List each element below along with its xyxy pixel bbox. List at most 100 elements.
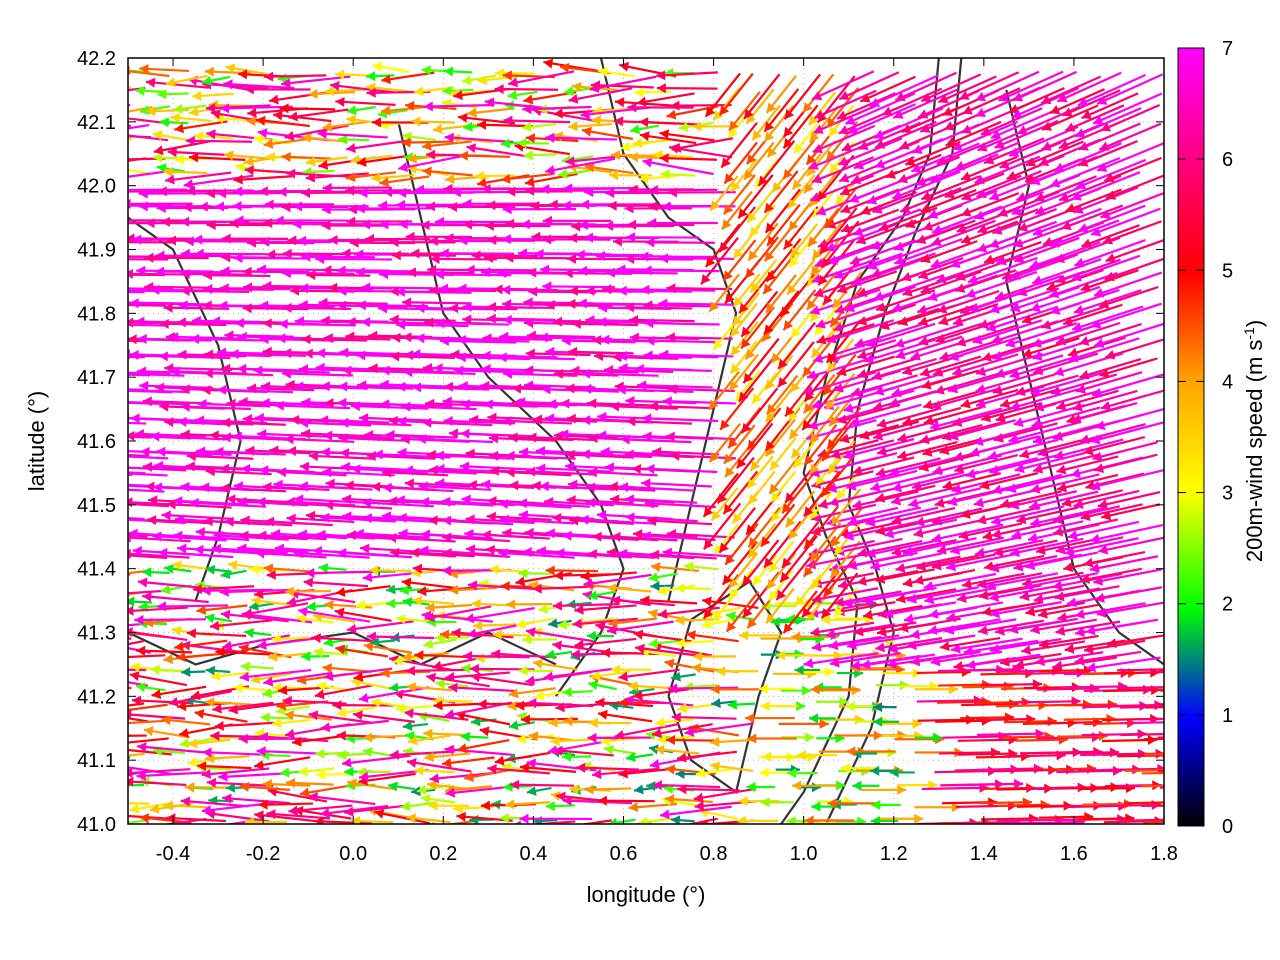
wind-vector [532,658,578,671]
wind-vector [651,446,720,457]
wind-vector [184,782,231,793]
wind-vector [802,535,837,578]
wind-vector [260,712,294,723]
wind-vector [1074,650,1142,666]
wind-vector [1096,601,1164,618]
wind-vector [879,307,940,330]
wind-vector [262,481,330,492]
wind-vector [745,713,795,724]
wind-vector [675,583,712,594]
wind-vector [1143,737,1164,741]
wind-vector [222,793,290,805]
wind-vector [368,363,434,374]
wind-vector [606,583,652,594]
wind-vector [128,355,145,359]
wind-vector [857,539,923,558]
wind-vector [435,318,510,329]
wind-vector [979,472,1039,490]
wind-vector [989,638,1062,654]
wind-vector [742,337,780,384]
wind-vector [418,481,492,492]
wind-vector [1008,421,1081,444]
wind-vector [762,751,801,762]
wind-vector [314,816,373,824]
wind-vector [768,570,794,601]
wind-vector [801,571,839,619]
wind-vector [741,539,780,586]
wind-vector [632,529,698,540]
wind-vector [977,572,1043,589]
wind-vector [128,323,165,327]
wind-vector [505,467,572,478]
wind-vector [836,355,895,377]
wind-vector [989,601,1062,619]
wind-vector [657,734,696,744]
wind-vector [526,785,552,796]
wind-vector [665,735,720,746]
wind-vector [583,573,652,589]
wind-vector [176,317,246,328]
wind-vector [128,421,147,425]
wind-vector [159,318,227,329]
wind-vector [988,453,1062,475]
wind-vector [442,532,511,543]
wind-vector [151,685,207,700]
wind-vector [341,754,412,768]
wind-vector [934,372,999,395]
wind-vector [248,601,275,612]
wind-vector [875,484,936,503]
colorbar-tick-label: 3 [1222,483,1233,505]
wind-vector [1093,322,1164,348]
wind-vector [443,416,515,427]
wind-vector [808,713,836,724]
wind-vector [55,218,126,228]
wind-vector [53,352,127,362]
wind-vector [128,401,148,405]
wind-vector [192,90,234,101]
wind-vector [1035,537,1098,555]
wind-vector [716,456,755,504]
wind-vector [611,531,678,542]
wind-vector [574,637,637,650]
wind-vector [614,723,679,740]
wind-vector [777,341,815,388]
colorbar-tick-label: 6 [1222,149,1233,171]
wind-vector [524,380,596,391]
wind-vector [402,597,430,607]
wind-vector [906,634,976,650]
contour-line [128,631,557,666]
wind-vector [128,748,172,756]
wind-vector [128,702,145,707]
wind-vector [829,652,901,668]
wind-vector [1033,587,1101,604]
wind-vector [57,481,127,491]
wind-vector [879,718,922,729]
wind-vector [128,681,149,687]
wind-vector [833,307,899,332]
wind-vector [142,591,209,604]
wind-vector [1019,439,1082,459]
wind-vector [403,367,476,378]
wind-vector [870,765,895,776]
wind-vector [128,603,130,606]
wind-vector [659,805,732,820]
wind-vector [128,556,131,559]
wind-vector [128,338,133,341]
wind-vector [303,577,369,588]
wind-vector [128,554,168,559]
wind-vector [278,318,356,329]
wind-vector [871,799,901,810]
wind-vector [492,629,535,640]
wind-vector [918,322,982,346]
wind-vector [481,529,550,540]
wind-vector [965,653,1041,670]
wind-vector [760,503,796,548]
wind-vector [950,637,1023,654]
wind-vector [409,547,475,558]
wind-vector [993,422,1058,443]
wind-vector [263,671,333,687]
wind-vector [1124,801,1164,805]
wind-vector [572,617,638,629]
wind-vector [128,737,169,744]
wind-vector [340,462,416,473]
